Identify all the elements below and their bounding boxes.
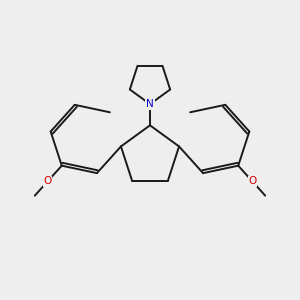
Text: O: O	[44, 176, 52, 186]
Text: O: O	[248, 176, 256, 186]
Text: N: N	[146, 99, 154, 109]
